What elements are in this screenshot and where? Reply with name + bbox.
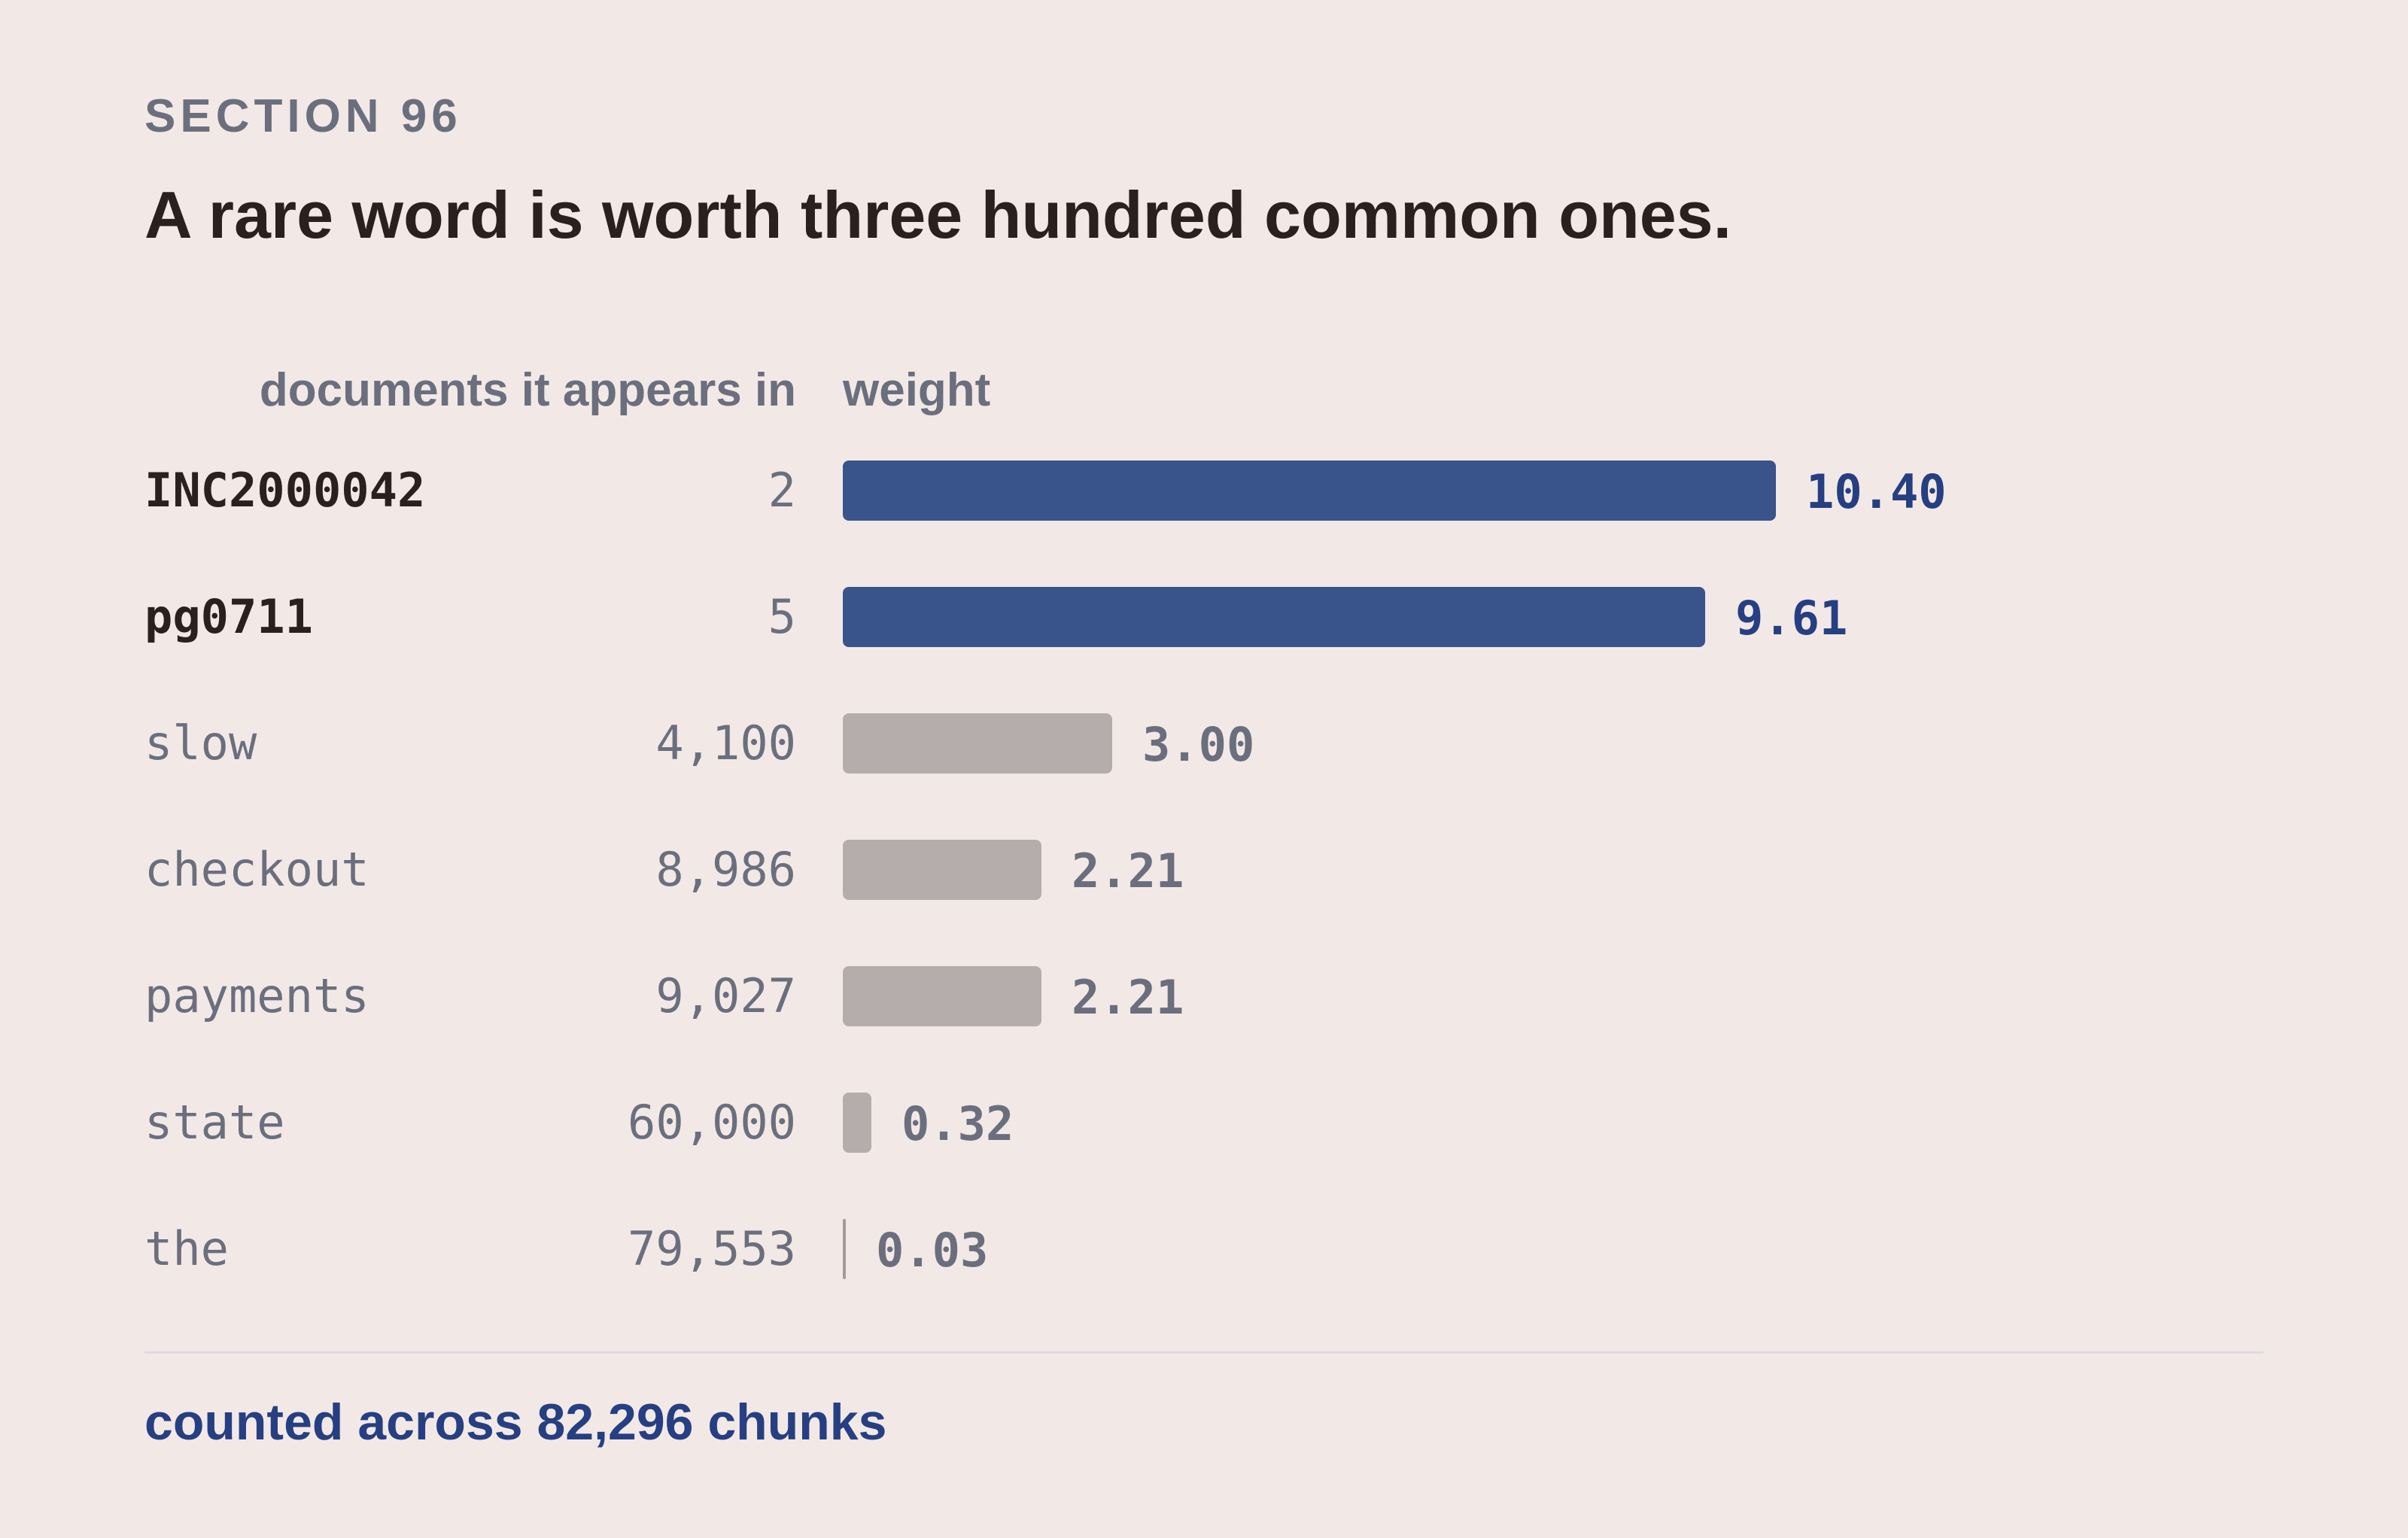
term-label: the bbox=[144, 1221, 229, 1276]
weight-bar bbox=[843, 460, 1776, 521]
bar-row: pg0711 5 9.61 bbox=[0, 587, 2408, 647]
term-label: INC2000042 bbox=[144, 463, 426, 518]
weight-bar bbox=[843, 966, 1041, 1026]
weight-value-label: 0.03 bbox=[876, 1223, 989, 1278]
bar-row: INC2000042 2 10.40 bbox=[0, 460, 2408, 521]
term-label: state bbox=[144, 1095, 285, 1150]
weight-value-label: 3.00 bbox=[1142, 717, 1255, 772]
document-count: 5 bbox=[768, 589, 796, 644]
bar-row: the 79,553 0.03 bbox=[0, 1219, 2408, 1279]
document-count: 4,100 bbox=[655, 716, 796, 771]
weight-value-label: 9.61 bbox=[1735, 591, 1848, 646]
column-header-documents: documents it appears in bbox=[259, 364, 796, 416]
weight-value-label: 2.21 bbox=[1072, 970, 1184, 1025]
weight-bar bbox=[843, 713, 1112, 774]
column-header-weight: weight bbox=[843, 364, 991, 416]
bar-row: checkout 8,986 2.21 bbox=[0, 840, 2408, 900]
term-label: pg0711 bbox=[144, 589, 313, 644]
weight-value-label: 10.40 bbox=[1806, 464, 1947, 519]
bar-row: state 60,000 0.32 bbox=[0, 1093, 2408, 1153]
document-count: 8,986 bbox=[655, 842, 796, 897]
weight-bar bbox=[843, 1093, 871, 1153]
document-count: 79,553 bbox=[628, 1221, 796, 1276]
bar-row: payments 9,027 2.21 bbox=[0, 966, 2408, 1026]
document-count: 9,027 bbox=[655, 968, 796, 1023]
section-label: SECTION 96 bbox=[144, 90, 462, 142]
weight-bar bbox=[843, 587, 1705, 647]
page-title: A rare word is worth three hundred commo… bbox=[144, 178, 1732, 252]
weight-bar bbox=[843, 840, 1041, 900]
footer-note: counted across 82,296 chunks bbox=[144, 1394, 887, 1451]
weight-value-label: 2.21 bbox=[1072, 843, 1184, 898]
term-label: slow bbox=[144, 716, 257, 771]
bar-row: slow 4,100 3.00 bbox=[0, 713, 2408, 774]
document-count: 60,000 bbox=[628, 1095, 796, 1150]
weight-bar bbox=[843, 1219, 846, 1279]
footer-divider bbox=[144, 1351, 2264, 1354]
term-label: checkout bbox=[144, 842, 369, 897]
weight-value-label: 0.32 bbox=[901, 1096, 1014, 1151]
document-count: 2 bbox=[768, 463, 796, 518]
term-label: payments bbox=[144, 968, 369, 1023]
